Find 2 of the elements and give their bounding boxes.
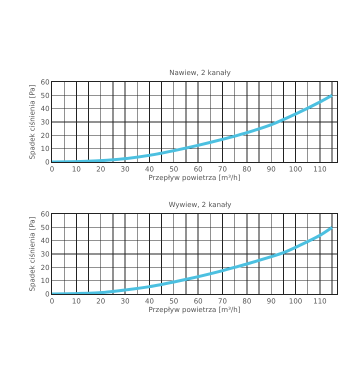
line-series <box>52 226 334 294</box>
line-series <box>52 94 334 162</box>
